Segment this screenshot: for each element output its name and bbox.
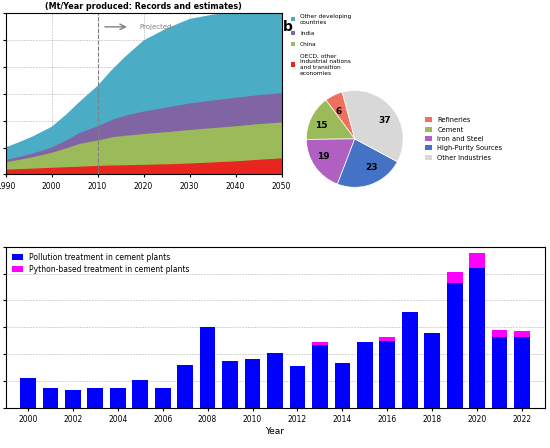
Bar [312,342,328,345]
Bar [492,330,508,336]
Bar [87,388,103,408]
Bar [177,365,193,408]
Bar [334,363,350,408]
Bar [133,379,148,408]
Wedge shape [306,100,355,139]
Bar [267,353,283,408]
Bar [379,340,395,408]
Legend: Refineries, Cement, Iron and Steel, High-Purity Sources, Other Industries: Refineries, Cement, Iron and Steel, High… [425,116,503,161]
Bar [155,388,170,408]
Legend: Other developing
countries, India, China, OECD, other
Industrial nations
and tra: Other developing countries, India, China… [290,13,352,77]
Bar [200,327,216,408]
Bar [514,336,530,408]
Bar [402,312,417,408]
Bar [357,342,373,408]
Bar [447,272,463,283]
Bar [469,268,485,408]
Title: (Mt/Year produced: Records and estimates): (Mt/Year produced: Records and estimates… [45,2,242,11]
Text: Projected: Projected [139,24,172,30]
Bar [469,254,485,268]
Bar [514,331,530,336]
Bar [245,359,260,408]
Bar [290,366,305,408]
Bar [42,388,58,408]
Text: 37: 37 [378,116,391,125]
Bar [492,336,508,408]
Bar [110,388,125,408]
Text: b: b [283,20,293,34]
Wedge shape [326,92,355,139]
Text: 15: 15 [315,121,328,130]
Bar [20,378,36,408]
Wedge shape [342,90,403,162]
Text: 23: 23 [365,163,378,172]
X-axis label: Year: Year [266,427,284,436]
Bar [447,283,463,408]
Wedge shape [337,139,398,187]
Bar [379,336,395,340]
Legend: Pollution treatment in cement plants, Python-based treatment in cement plants: Pollution treatment in cement plants, Py… [9,250,192,276]
Text: 6: 6 [336,108,342,116]
Bar [222,361,238,408]
Bar [312,345,328,408]
Bar [65,390,81,408]
Bar [425,332,440,408]
Text: 19: 19 [317,151,330,160]
Wedge shape [306,139,355,184]
